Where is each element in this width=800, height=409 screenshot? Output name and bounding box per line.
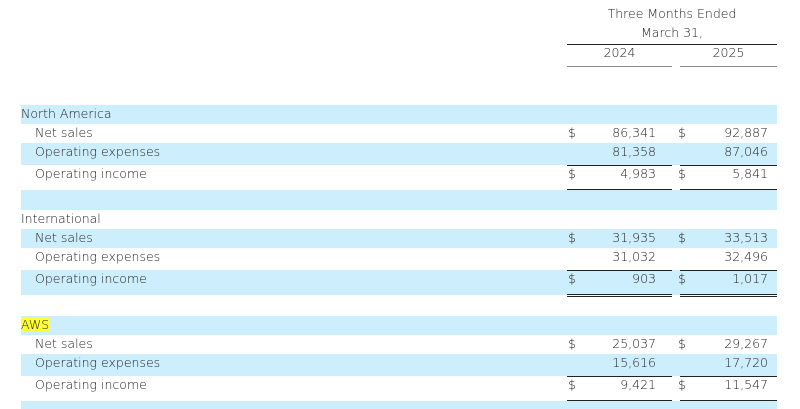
year-2024-rule <box>567 66 672 67</box>
currency-symbol-2024: $ <box>568 336 576 351</box>
table-row: Operating income $ 903 $ 1,017 <box>21 270 777 295</box>
row-label: Operating expenses <box>35 249 161 264</box>
currency-symbol-2025: $ <box>678 377 686 392</box>
currency-symbol-2025: $ <box>678 166 686 181</box>
segment-header-row: International <box>21 210 777 229</box>
subtotal-rule <box>567 376 672 377</box>
value-2024: 9,421 <box>620 377 656 392</box>
year-2025-rule <box>680 66 777 67</box>
value-2025: 11,547 <box>724 377 768 392</box>
value-2024: 31,032 <box>612 249 656 264</box>
row-label: Operating expenses <box>35 144 161 159</box>
header-rule <box>567 44 777 45</box>
row-label: Operating expenses <box>35 355 161 370</box>
value-2025: 5,841 <box>732 166 768 181</box>
year-2024-header: 2024 <box>603 45 636 60</box>
date-header: March 31, <box>641 25 703 40</box>
total-double-rule <box>567 294 672 297</box>
value-2025: 33,513 <box>724 230 768 245</box>
value-2025: 92,887 <box>724 125 768 140</box>
table-row: Net sales $ 31,935 $ 33,513 <box>21 229 777 248</box>
row-label: Net sales <box>35 125 93 140</box>
currency-symbol-2024: $ <box>568 377 576 392</box>
subtotal-rule <box>680 165 777 166</box>
row-label: Net sales <box>35 336 93 351</box>
currency-symbol-2025: $ <box>678 230 686 245</box>
value-2025: 32,496 <box>724 249 768 264</box>
value-2025: 29,267 <box>724 336 768 351</box>
value-2024: 81,358 <box>612 144 656 159</box>
subtotal-rule <box>567 165 672 166</box>
row-label: Net sales <box>35 230 93 245</box>
currency-symbol-2024: $ <box>568 166 576 181</box>
row-label: Operating income <box>35 166 147 181</box>
spacer-band <box>21 190 777 210</box>
spacer-band <box>21 401 777 409</box>
subtotal-rule <box>680 270 777 271</box>
period-header: Three Months Ended <box>607 6 737 21</box>
year-2025-header: 2025 <box>712 45 745 60</box>
segment-name: International <box>21 211 101 226</box>
table-row: Operating expenses 15,616 17,720 <box>21 354 777 376</box>
currency-symbol-2024: $ <box>568 230 576 245</box>
subtotal-rule <box>680 376 777 377</box>
currency-symbol-2024: $ <box>568 125 576 140</box>
currency-symbol-2025: $ <box>678 125 686 140</box>
row-label: Operating income <box>35 377 147 392</box>
value-2024: 86,341 <box>612 125 656 140</box>
table-row: Operating expenses 81,358 87,046 <box>21 143 777 165</box>
subtotal-rule <box>567 270 672 271</box>
table-row: Net sales $ 25,037 $ 29,267 <box>21 335 777 354</box>
value-2024: 4,983 <box>620 166 656 181</box>
segment-name: AWS <box>21 317 50 332</box>
segment-header-row: AWS <box>21 316 777 335</box>
table-row: Operating income $ 4,983 $ 5,841 <box>21 165 777 190</box>
value-2025: 87,046 <box>724 144 768 159</box>
value-2024: 903 <box>632 271 656 286</box>
segment-name: North America <box>21 106 112 121</box>
segment-header-row: North America <box>21 105 777 124</box>
value-2025: 17,720 <box>724 355 768 370</box>
value-2024: 25,037 <box>612 336 656 351</box>
table-row: Operating income $ 9,421 $ 11,547 <box>21 376 777 401</box>
currency-symbol-2024: $ <box>568 271 576 286</box>
table-row: Operating expenses 31,032 32,496 <box>21 248 777 270</box>
value-2024: 31,935 <box>612 230 656 245</box>
total-double-rule <box>680 294 777 297</box>
value-2025: 1,017 <box>732 271 768 286</box>
currency-symbol-2025: $ <box>678 336 686 351</box>
value-2024: 15,616 <box>612 355 656 370</box>
currency-symbol-2025: $ <box>678 271 686 286</box>
row-label: Operating income <box>35 271 147 286</box>
table-row: Net sales $ 86,341 $ 92,887 <box>21 124 777 143</box>
